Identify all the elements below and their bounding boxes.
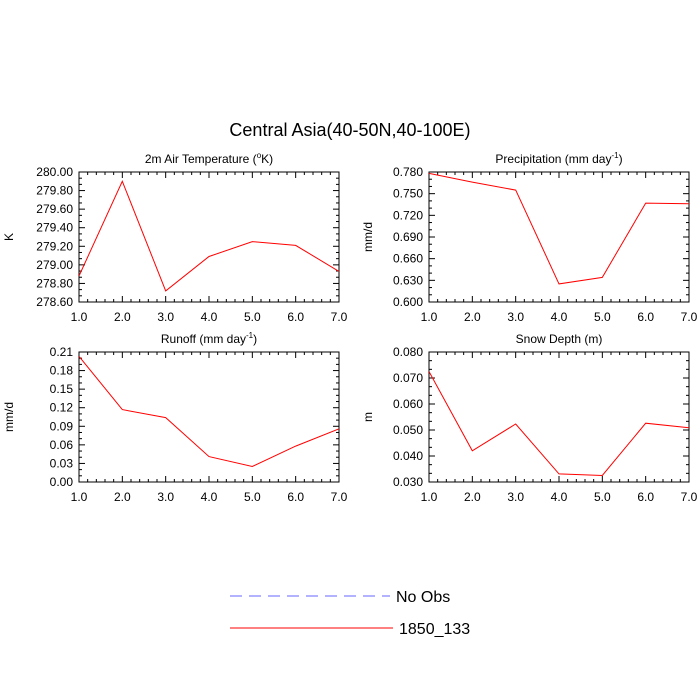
y-tick-label: 0.040 bbox=[393, 449, 423, 463]
x-tick-label: 6.0 bbox=[637, 490, 654, 504]
y-tick-label: 279.00 bbox=[36, 258, 73, 272]
x-tick-label: 7.0 bbox=[681, 490, 698, 504]
y-tick-label: 0.03 bbox=[50, 456, 74, 470]
x-tick-label: 2.0 bbox=[464, 310, 481, 324]
y-tick-label: 278.80 bbox=[36, 276, 73, 290]
y-tick-label: 0.750 bbox=[393, 187, 423, 201]
x-tick-label: 6.0 bbox=[637, 310, 654, 324]
x-tick-label: 3.0 bbox=[507, 310, 524, 324]
panels: 2m Air Temperature (oK) K 1.0 2.0 3.0 4.0 5.0 6… bbox=[2, 151, 698, 504]
y-tick-label: 0.060 bbox=[393, 397, 423, 411]
x-tick-label: 3.0 bbox=[157, 310, 174, 324]
x-tick-label: 7.0 bbox=[331, 310, 348, 324]
y-tick-label: 0.080 bbox=[393, 345, 423, 359]
x-tick-label: 5.0 bbox=[594, 310, 611, 324]
panel-title-superscript: -1 bbox=[611, 151, 619, 160]
y-axis-label: m bbox=[361, 412, 375, 422]
series-line-0 bbox=[429, 371, 689, 477]
series-line-0 bbox=[79, 355, 339, 468]
x-tick-label: 4.0 bbox=[201, 310, 218, 324]
y-tick-label: 0.09 bbox=[50, 419, 74, 433]
y-tick-label: 0.15 bbox=[50, 382, 74, 396]
x-tick-label: 3.0 bbox=[507, 490, 524, 504]
y-tick-label: 0.21 bbox=[50, 345, 74, 359]
y-tick-label: 0.660 bbox=[393, 252, 423, 266]
panel-title: 2m Air Temperature (oK) bbox=[145, 151, 273, 166]
y-tick-label: 0.070 bbox=[393, 371, 423, 385]
y-tick-label: 0.12 bbox=[50, 401, 74, 415]
plot-frame bbox=[428, 351, 690, 483]
y-tick-label: 0.06 bbox=[50, 438, 74, 452]
chart-panel-0: 2m Air Temperature (oK) K 1.0 2.0 3.0 4.0 5.0 6… bbox=[2, 151, 348, 324]
series-line-0 bbox=[429, 172, 689, 285]
legend-entry-0: No Obs bbox=[230, 589, 450, 606]
x-tick-label: 2.0 bbox=[114, 310, 131, 324]
y-tick-label: 0.600 bbox=[393, 295, 423, 309]
y-tick-label: 0.18 bbox=[50, 364, 74, 378]
x-tick-label: 1.0 bbox=[421, 490, 438, 504]
panel-title-main: Precipitation (mm day bbox=[495, 152, 611, 166]
y-tick-label: 278.60 bbox=[36, 295, 73, 309]
legend-label: 1850_133 bbox=[399, 621, 470, 638]
y-tick-label: 279.60 bbox=[36, 202, 73, 216]
x-tick-label: 6.0 bbox=[287, 490, 304, 504]
y-axis-label: mm/d bbox=[2, 402, 16, 432]
x-tick-label: 7.0 bbox=[331, 490, 348, 504]
y-tick-label: 279.80 bbox=[36, 184, 73, 198]
y-tick-label: 0.690 bbox=[393, 230, 423, 244]
x-tick-label: 5.0 bbox=[244, 490, 261, 504]
y-tick-label: 0.630 bbox=[393, 273, 423, 287]
x-tick-label: 6.0 bbox=[287, 310, 304, 324]
chart-panel-1: Precipitation (mm day-1) mm/d 1.0 2.0 3.0 4.0… bbox=[361, 151, 698, 324]
y-axis-label: K bbox=[2, 233, 16, 241]
y-tick-label: 0.780 bbox=[393, 165, 423, 179]
chart-panel-2: Runoff (mm day-1) mm/d 1.0 2.0 3.0 4.0 5.0 6.0 7… bbox=[2, 331, 348, 504]
x-tick-label: 2.0 bbox=[114, 490, 131, 504]
x-tick-label: 1.0 bbox=[71, 310, 88, 324]
x-tick-label: 2.0 bbox=[464, 490, 481, 504]
panel-title: Precipitation (mm day-1) bbox=[495, 151, 622, 166]
x-tick-label: 4.0 bbox=[551, 310, 568, 324]
x-tick-label: 5.0 bbox=[244, 310, 261, 324]
plot-frame bbox=[428, 171, 690, 303]
plot-frame bbox=[78, 351, 340, 483]
panel-title-main: Runoff (mm day bbox=[161, 332, 246, 346]
panel-title-main: Snow Depth (m) bbox=[516, 332, 603, 346]
legend: No Obs 1850_133 bbox=[230, 589, 470, 638]
panel-title-superscript: -1 bbox=[246, 331, 254, 340]
legend-entry-1: 1850_133 bbox=[230, 621, 470, 638]
panel-title-main: 2m Air Temperature ( bbox=[145, 152, 257, 166]
legend-label: No Obs bbox=[396, 589, 450, 606]
panel-title: Snow Depth (m) bbox=[516, 332, 603, 346]
x-tick-label: 5.0 bbox=[594, 490, 611, 504]
x-tick-label: 3.0 bbox=[157, 490, 174, 504]
x-tick-label: 4.0 bbox=[201, 490, 218, 504]
y-tick-label: 280.00 bbox=[36, 165, 73, 179]
series-line-0 bbox=[79, 180, 339, 292]
x-tick-label: 1.0 bbox=[421, 310, 438, 324]
y-axis-label: mm/d bbox=[361, 222, 375, 252]
chart-panel-3: Snow Depth (m) m 1.0 2.0 3.0 4.0 5.0 6.0 7.0 0.03… bbox=[361, 332, 698, 504]
y-tick-label: 0.720 bbox=[393, 208, 423, 222]
x-tick-label: 1.0 bbox=[71, 490, 88, 504]
panel-title-end: K) bbox=[261, 152, 273, 166]
panel-title: Runoff (mm day-1) bbox=[161, 331, 257, 346]
figure-title: Central Asia(40-50N,40-100E) bbox=[229, 120, 470, 140]
panel-title-end: ) bbox=[253, 332, 257, 346]
x-tick-label: 4.0 bbox=[551, 490, 568, 504]
y-tick-label: 279.40 bbox=[36, 221, 73, 235]
panel-title-end: ) bbox=[619, 152, 623, 166]
y-tick-label: 0.050 bbox=[393, 423, 423, 437]
x-tick-label: 7.0 bbox=[681, 310, 698, 324]
y-tick-label: 0.00 bbox=[50, 475, 74, 489]
y-tick-label: 279.20 bbox=[36, 239, 73, 253]
y-tick-label: 0.030 bbox=[393, 475, 423, 489]
panel-title-superscript: o bbox=[257, 151, 262, 160]
